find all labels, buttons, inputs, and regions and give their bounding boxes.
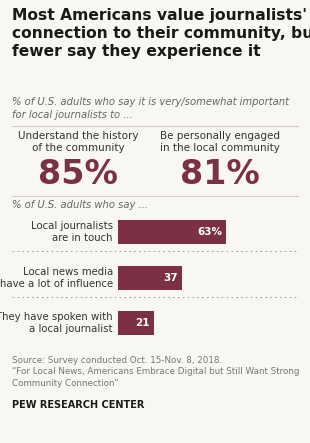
Text: PEW RESEARCH CENTER: PEW RESEARCH CENTER [12, 400, 144, 410]
Text: 85%: 85% [38, 158, 118, 191]
Text: Local journalists
are in touch: Local journalists are in touch [31, 221, 113, 243]
Text: 81%: 81% [180, 158, 260, 191]
Text: 63%: 63% [197, 227, 222, 237]
Text: 37: 37 [163, 273, 178, 283]
Text: % of U.S. adults who say ...: % of U.S. adults who say ... [12, 200, 148, 210]
Text: % of U.S. adults who say it is very/somewhat important
for local journalists to : % of U.S. adults who say it is very/some… [12, 97, 289, 120]
Text: Most Americans value journalists'
connection to their community, but
fewer say t: Most Americans value journalists' connec… [12, 8, 310, 59]
Text: They have spoken with
a local journalist: They have spoken with a local journalist [0, 312, 113, 334]
Bar [118, 220, 226, 244]
Text: Be personally engaged
in the local community: Be personally engaged in the local commu… [160, 131, 280, 153]
Text: 21: 21 [135, 318, 150, 328]
Text: Understand the history
of the community: Understand the history of the community [18, 131, 138, 153]
Bar [118, 311, 154, 335]
Bar [118, 266, 182, 290]
Text: Source: Survey conducted Oct. 15-Nov. 8, 2018.
“For Local News, Americans Embrac: Source: Survey conducted Oct. 15-Nov. 8,… [12, 356, 299, 388]
Text: Local news media
have a lot of influence: Local news media have a lot of influence [0, 267, 113, 289]
